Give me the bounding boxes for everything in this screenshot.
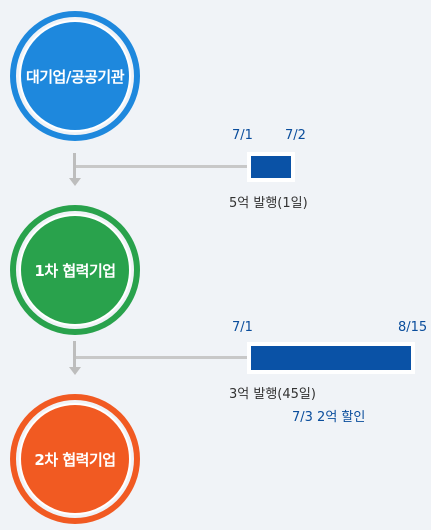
node-large-company: 대기업/공공기관 [10,11,140,141]
payment1-branch-line [76,165,250,168]
payment2-branch-line [76,356,250,359]
node-large-company-fill: 대기업/공공기관 [19,20,131,132]
node-tier2-supplier-label: 2차 협력기업 [34,449,115,470]
node-tier1-supplier-fill: 1차 협력기업 [19,214,131,326]
payment1-start-date: 7/1 [232,128,253,143]
arrow-down-icon-1 [69,178,81,186]
node-tier1-supplier-label: 1차 협력기업 [34,260,115,281]
node-large-company-label: 대기업/공공기관 [26,66,124,87]
payment2-discount-note: 7/3 2억 할인 [292,406,365,425]
payment2-duration-bar [247,342,415,374]
payment2-start-date: 7/1 [232,320,253,335]
payment1-duration-bar [247,152,295,182]
node-tier1-supplier: 1차 협력기업 [10,205,140,335]
payment2-description: 3억 발행(45일) [229,383,316,402]
connector-line-2 [73,341,76,367]
payment1-end-date: 7/2 [285,128,306,143]
payment1-description: 5억 발행(1일) [229,192,308,211]
payment2-end-date: 8/15 [398,320,427,335]
node-tier2-supplier: 2차 협력기업 [10,394,140,524]
node-tier2-supplier-fill: 2차 협력기업 [19,403,131,515]
arrow-down-icon-2 [69,367,81,375]
